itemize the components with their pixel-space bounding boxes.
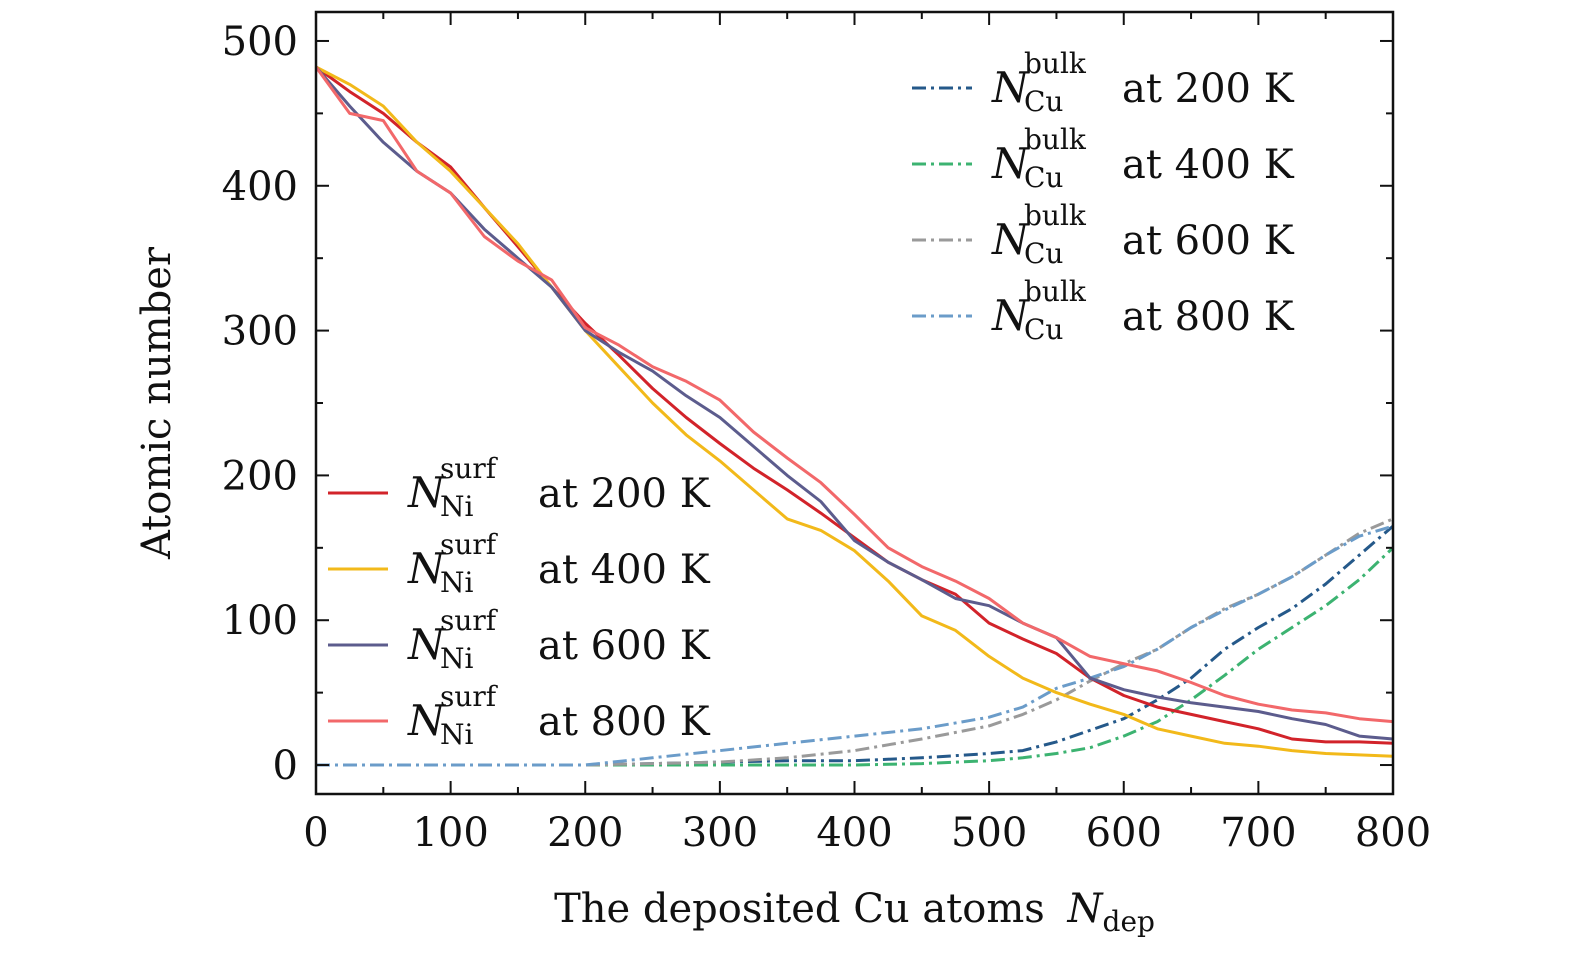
x-tick-label: 500 bbox=[951, 810, 1027, 856]
series-line-bulk-at-400-k bbox=[316, 546, 1395, 767]
series-line-bulk-at-600-k bbox=[316, 517, 1394, 767]
x-tick-label: 300 bbox=[682, 810, 758, 856]
legend-label-temp: at 400 K bbox=[538, 547, 711, 593]
series-line-bulk-at-200-k bbox=[316, 524, 1394, 767]
y-tick-label: 400 bbox=[222, 164, 298, 210]
y-tick-label: 300 bbox=[222, 309, 298, 355]
legend-label-temp: at 600 K bbox=[1122, 218, 1295, 264]
y-tick-label: 200 bbox=[222, 453, 298, 499]
series-line-bulk-at-800-k bbox=[316, 524, 1394, 767]
y-tick-label: 500 bbox=[222, 19, 298, 65]
legend-label: NNisurf bbox=[407, 528, 499, 599]
x-tick-label: 200 bbox=[547, 810, 623, 856]
y-tick-label: 0 bbox=[273, 743, 298, 789]
legend-label: NNisurf bbox=[407, 680, 499, 751]
legend-label-temp: at 800 K bbox=[1122, 294, 1295, 340]
legend-label-temp: at 800 K bbox=[538, 699, 711, 745]
tick-labels: 0 100 200 300 400 500 600 700 800 0 100 200 300 400 50… bbox=[222, 19, 1432, 856]
legend-surf: NNisurf at 200 K NNisurf at 400 K NNisurf at … bbox=[328, 452, 711, 751]
x-tick-label: 700 bbox=[1220, 810, 1296, 856]
series-line-surf-at-800-k bbox=[314, 66, 1394, 724]
legend-bulk: NCubulk at 200 K NCubulk at 400 K NCubulk at … bbox=[912, 47, 1295, 346]
series-line-surf-at-400-k bbox=[315, 65, 1394, 758]
legend-label-temp: at 200 K bbox=[1122, 66, 1295, 112]
y-axis-label: Atomic number bbox=[134, 246, 180, 560]
legend-label: NCubulk bbox=[991, 199, 1087, 270]
legend-label: NCubulk bbox=[991, 123, 1087, 194]
x-axis-label: The deposited Cu atoms Ndep bbox=[554, 886, 1155, 938]
legend-label-temp: at 400 K bbox=[1122, 142, 1295, 188]
ticks-layer bbox=[315, 12, 1394, 794]
legend-label-temp: at 200 K bbox=[538, 471, 711, 517]
y-tick-label: 100 bbox=[222, 598, 298, 644]
x-tick-label: 800 bbox=[1355, 810, 1431, 856]
legend-label: NCubulk bbox=[991, 47, 1087, 118]
x-tick-label: 600 bbox=[1086, 810, 1162, 856]
series-layer bbox=[314, 65, 1395, 767]
series-line-surf-at-600-k bbox=[314, 66, 1394, 741]
x-tick-label: 400 bbox=[816, 810, 892, 856]
legend-label-temp: at 600 K bbox=[538, 623, 711, 669]
x-tick-label: 100 bbox=[412, 810, 488, 856]
x-tick-label: 0 bbox=[303, 810, 328, 856]
legend-label: NNisurf bbox=[407, 604, 499, 675]
legend-label: NNisurf bbox=[407, 452, 499, 523]
plot-frame bbox=[314, 10, 1395, 796]
legend-label: NCubulk bbox=[991, 275, 1087, 346]
